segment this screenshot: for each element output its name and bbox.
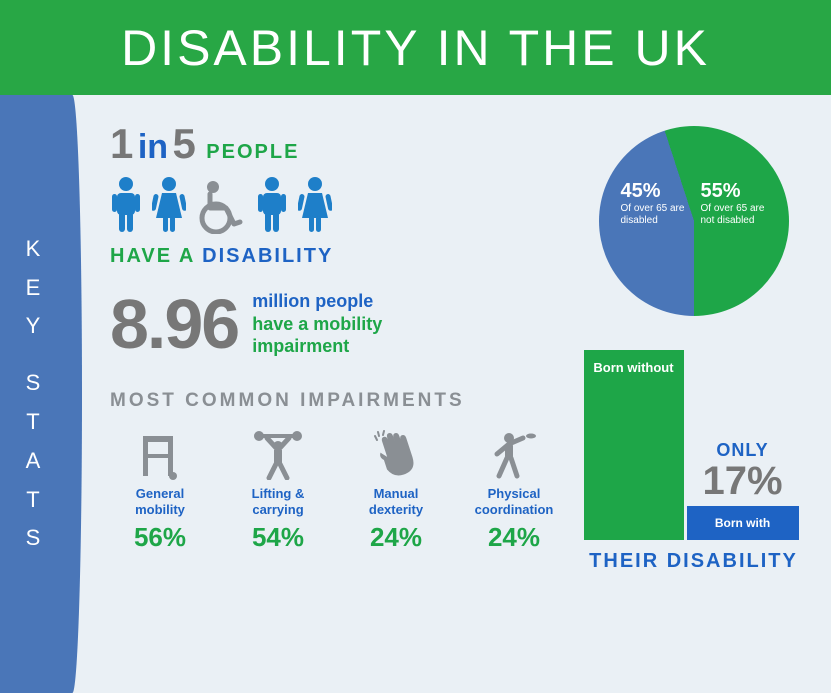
header-bar: DISABILITY IN THE UK	[0, 0, 831, 95]
left-column: 1 in 5 PEOPLE HAVE A DISABILITY 8.96 mil…	[110, 120, 564, 683]
one-in-five-heading: 1 in 5 PEOPLE	[110, 120, 564, 168]
impairment-label: General mobility	[110, 486, 210, 518]
impairment-pct: 24%	[488, 522, 540, 553]
impairment-pct: 54%	[252, 522, 304, 553]
people-icons-row	[110, 176, 564, 239]
body: K E Y S T A T S 1 in 5 PEOPLE	[0, 95, 831, 693]
one-in-five-footer: HAVE A DISABILITY	[110, 245, 564, 268]
impairment-item: Physical coordination 24%	[464, 426, 564, 553]
right-column: 45% Of over 65 are disabled 55% Of over …	[574, 120, 813, 683]
infographic-canvas: DISABILITY IN THE UK K E Y S T A T S 1 i	[0, 0, 831, 693]
person-female-icon	[152, 176, 186, 234]
person-male-icon	[110, 176, 142, 234]
only-pct: 17%	[702, 459, 782, 504]
page-title: DISABILITY IN THE UK	[121, 19, 710, 77]
born-with-chart: Born without ONLY 17% Born with THEIR DI…	[584, 350, 804, 573]
hand-icon	[373, 426, 419, 480]
born-bars: Born without ONLY 17% Born with	[584, 350, 804, 540]
sidebar-label: K E Y S T A T S	[26, 234, 45, 554]
person-female-icon	[298, 176, 332, 234]
impairments-section: MOST COMMON IMPAIRMENTS General mobility…	[110, 390, 564, 553]
bar-born-with-column: ONLY 17% Born with	[684, 350, 802, 540]
over-65-pie-chart: 45% Of over 65 are disabled 55% Of over …	[599, 126, 789, 316]
impairment-item: Lifting & carrying 54%	[228, 426, 328, 553]
stat-mobility: 8.96 million people have a mobility impa…	[110, 284, 564, 364]
walker-icon	[137, 426, 183, 480]
pie-label-disabled: 45% Of over 65 are disabled	[621, 180, 691, 226]
stat-one-in-five: 1 in 5 PEOPLE HAVE A DISABILITY	[110, 120, 564, 268]
impairment-label: Manual dexterity	[346, 486, 446, 518]
bar-born-with: Born with	[687, 506, 799, 540]
pie-label-not-disabled: 55% Of over 65 are not disabled	[701, 180, 776, 226]
only-label: ONLY	[716, 440, 768, 461]
mobility-number: 8.96	[110, 284, 238, 364]
wheelchair-icon	[196, 180, 246, 234]
mobility-text: million people have a mobility impairmen…	[252, 290, 382, 358]
lifting-icon	[253, 426, 303, 480]
bar-born-without: Born without	[584, 350, 684, 540]
born-footer: THEIR DISABILITY	[584, 550, 804, 573]
impairments-title: MOST COMMON IMPAIRMENTS	[110, 390, 564, 412]
impairment-pct: 56%	[134, 522, 186, 553]
impairment-label: Lifting & carrying	[228, 486, 328, 518]
sidebar: K E Y S T A T S	[0, 95, 70, 693]
impairments-row: General mobility 56% Lifting & carrying 54%…	[110, 426, 564, 553]
impairment-item: General mobility 56%	[110, 426, 210, 553]
person-male-icon	[256, 176, 288, 234]
impairment-label: Physical coordination	[464, 486, 564, 518]
impairment-item: Manual dexterity 24%	[346, 426, 446, 553]
main-area: 1 in 5 PEOPLE HAVE A DISABILITY 8.96 mil…	[70, 95, 831, 693]
throw-icon	[491, 426, 537, 480]
impairment-pct: 24%	[370, 522, 422, 553]
